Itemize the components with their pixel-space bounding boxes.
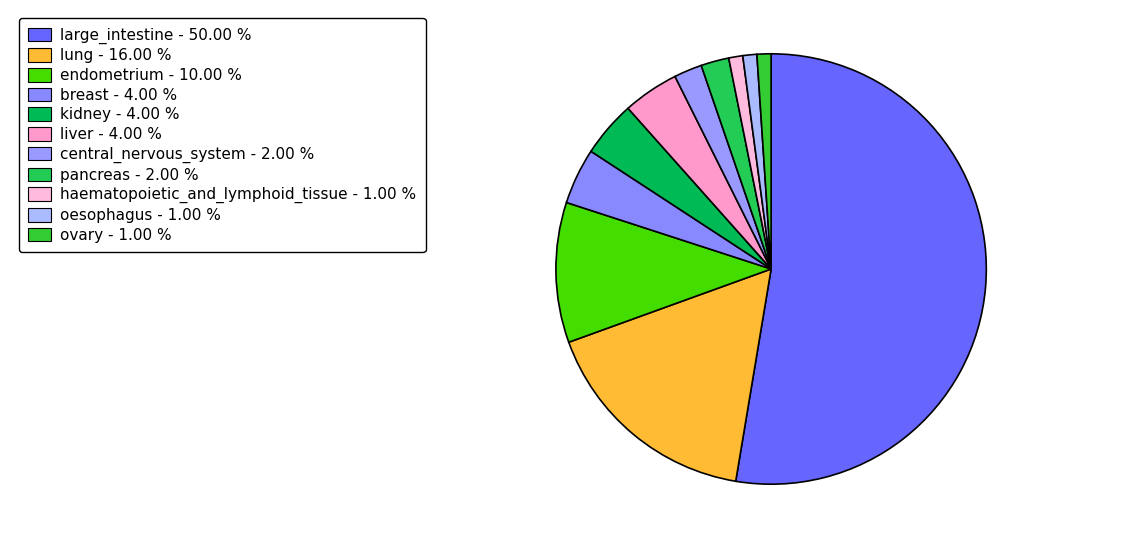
Wedge shape bbox=[736, 54, 987, 484]
Wedge shape bbox=[628, 76, 771, 269]
Legend: large_intestine - 50.00 %, lung - 16.00 %, endometrium - 10.00 %, breast - 4.00 : large_intestine - 50.00 %, lung - 16.00 … bbox=[19, 18, 425, 252]
Wedge shape bbox=[756, 54, 771, 269]
Wedge shape bbox=[591, 108, 771, 269]
Wedge shape bbox=[729, 55, 771, 269]
Wedge shape bbox=[556, 202, 771, 342]
Wedge shape bbox=[701, 58, 771, 269]
Wedge shape bbox=[569, 269, 771, 482]
Wedge shape bbox=[567, 151, 771, 269]
Wedge shape bbox=[743, 54, 771, 269]
Wedge shape bbox=[675, 66, 771, 269]
